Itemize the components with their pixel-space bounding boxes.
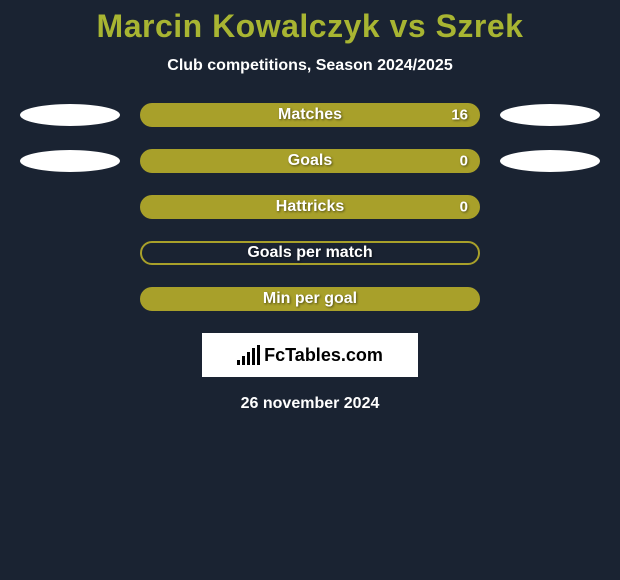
stat-row: Matches 16	[0, 103, 620, 127]
left-ellipse	[20, 104, 120, 126]
right-ellipse	[500, 150, 600, 172]
infographic-container: Marcin Kowalczyk vs Szrek Club competiti…	[0, 0, 620, 413]
comparison-subtitle: Club competitions, Season 2024/2025	[0, 57, 620, 75]
stat-label: Goals	[288, 152, 332, 170]
stat-row: Goals 0	[0, 149, 620, 173]
stat-bar: Min per goal	[140, 287, 480, 311]
stat-row: Hattricks 0	[0, 195, 620, 219]
right-ellipse	[500, 104, 600, 126]
stat-bar: Hattricks 0	[140, 195, 480, 219]
stat-label: Matches	[278, 106, 342, 124]
stat-row: Goals per match	[0, 241, 620, 265]
date-text: 26 november 2024	[0, 395, 620, 413]
stat-bar: Goals 0	[140, 149, 480, 173]
comparison-title: Marcin Kowalczyk vs Szrek	[0, 8, 620, 45]
stat-label: Hattricks	[276, 198, 344, 216]
stat-value: 0	[460, 199, 468, 216]
stat-row: Min per goal	[0, 287, 620, 311]
stat-label: Goals per match	[247, 244, 372, 262]
stats-rows: Matches 16 Goals 0 Hattricks 0 Goals per match…	[0, 103, 620, 311]
source-logo-card: FcTables.com	[202, 333, 418, 377]
source-logo-text: FcTables.com	[264, 345, 383, 366]
chart-icon	[237, 345, 260, 365]
left-ellipse	[20, 150, 120, 172]
stat-value: 16	[451, 107, 468, 124]
stat-label: Min per goal	[263, 290, 357, 308]
stat-bar: Goals per match	[140, 241, 480, 265]
stat-bar: Matches 16	[140, 103, 480, 127]
stat-value: 0	[460, 153, 468, 170]
